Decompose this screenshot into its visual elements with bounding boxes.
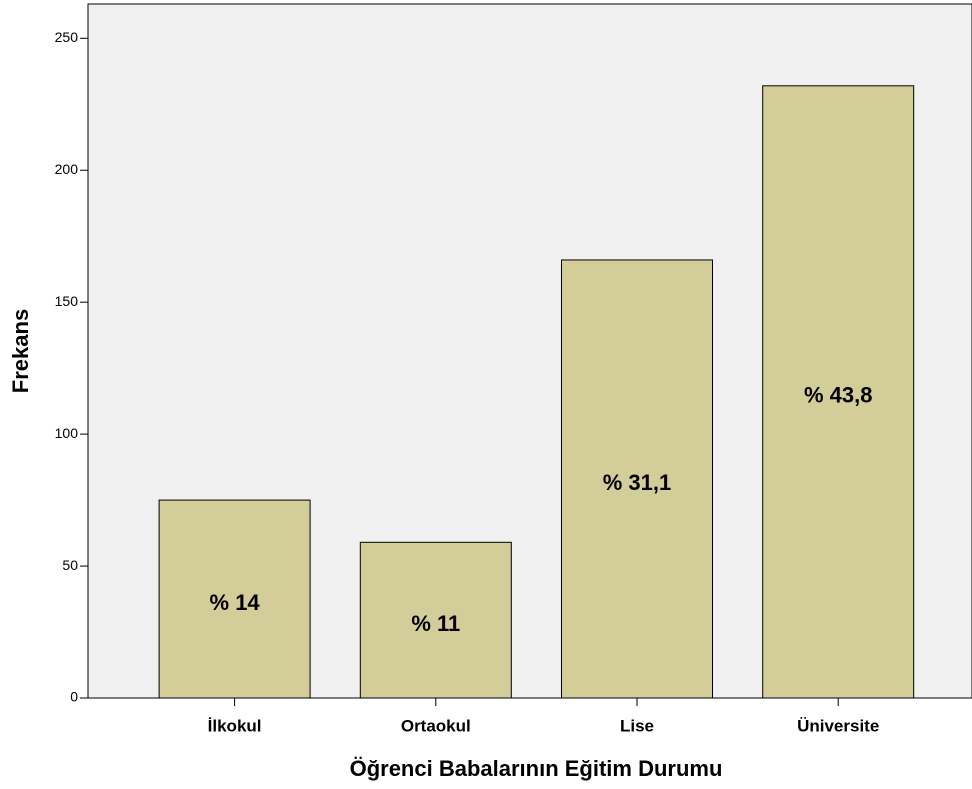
y-axis-title: Frekans [8, 309, 33, 393]
y-tick-label: 200 [55, 161, 79, 177]
y-tick-label: 50 [62, 557, 78, 573]
x-tick-label: Üniversite [797, 716, 879, 735]
x-axis-title: Öğrenci Babalarının Eğitim Durumu [350, 756, 723, 781]
x-tick-label: Ortaokul [401, 716, 471, 735]
percentage-label: % 43,8 [804, 383, 873, 408]
bar [359, 541, 512, 699]
y-tick-label: 0 [70, 689, 78, 705]
x-tick-label: Lise [620, 716, 654, 735]
percentage-label: % 11 [411, 611, 460, 636]
bar [158, 499, 311, 699]
percentage-label: % 14 [210, 590, 261, 615]
y-tick-label: 150 [55, 293, 79, 309]
percentage-label: % 31,1 [603, 470, 672, 495]
bar [561, 259, 713, 699]
x-tick-label: İlkokul [208, 716, 262, 735]
bar [762, 85, 915, 699]
y-tick-label: 100 [55, 425, 79, 441]
y-tick-label: 250 [55, 29, 79, 45]
